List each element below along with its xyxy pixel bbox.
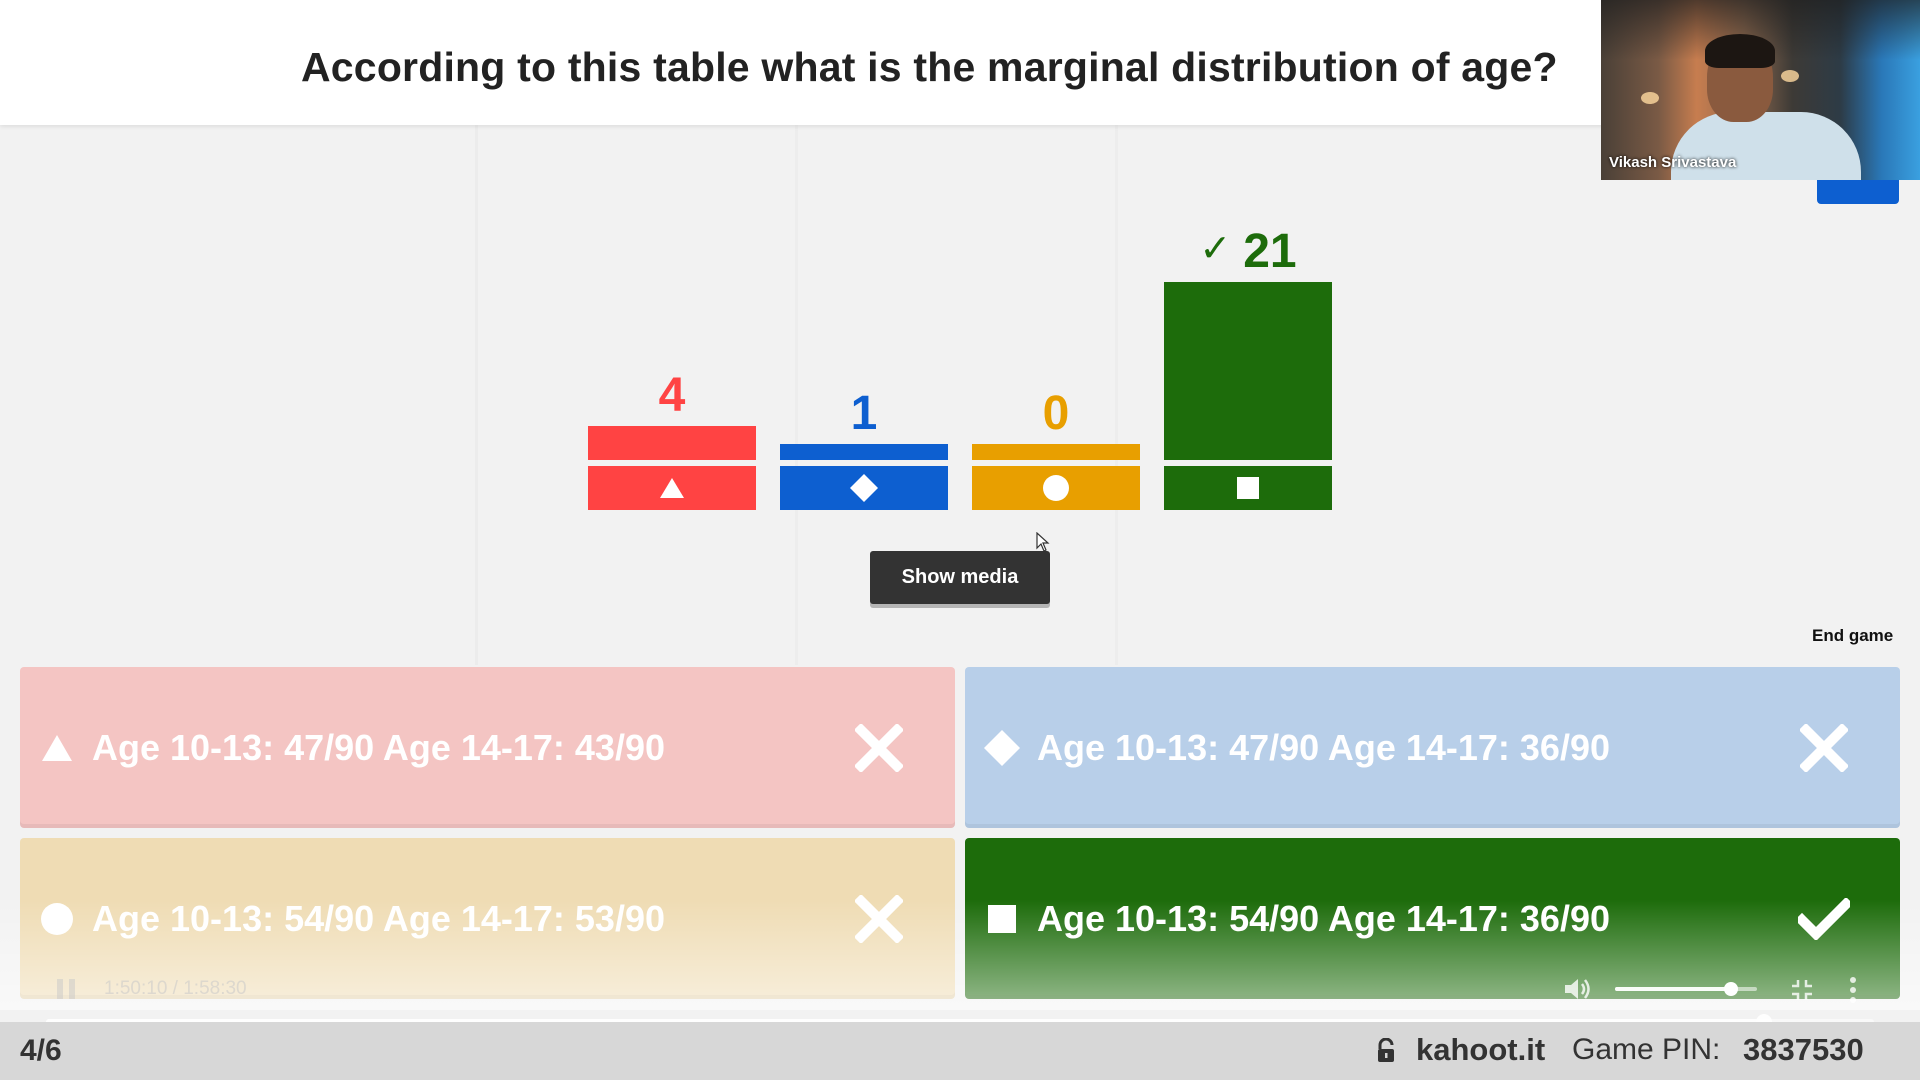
bar-count-diamond: 1 [780,386,948,441]
bar-diamond [780,444,948,460]
presenter-webcam: Vikash Srivastava [1601,0,1920,180]
presenter-hair [1705,34,1775,68]
cross-icon [849,718,909,778]
cross-icon [849,889,909,949]
presenter-body [1671,112,1861,180]
bar-square [1164,282,1332,460]
game-pin-label: Game PIN: [1572,1033,1721,1066]
footer-bar: 4/6 kahoot.it Game PIN: 3837530 [0,1022,1920,1080]
bar-value: 21 [1243,225,1297,278]
mouse-cursor-icon [1036,532,1050,552]
blue-tab [1817,178,1899,204]
lock-icon [1378,1038,1394,1062]
exit-fullscreen-icon[interactable] [1790,978,1814,1002]
bar-circle [972,444,1140,460]
bar-triangle [588,426,756,460]
check-icon: ✓ [1199,228,1232,270]
bar-count-triangle: 4 [588,368,756,423]
triangle-icon [658,476,686,500]
end-game-link[interactable]: End game [1812,626,1894,645]
question-progress: 4/6 [20,1034,62,1067]
volume-icon[interactable] [1563,976,1593,1002]
bar-base-triangle [588,466,756,510]
diamond-icon [983,729,1021,767]
circle-icon [38,900,76,938]
bar-base-diamond [780,466,948,510]
pause-icon[interactable] [56,978,76,1000]
bar-count-square: ✓ 21 [1164,224,1332,279]
checkmark-icon [1794,889,1854,949]
volume-fill [1615,987,1732,991]
volume-slider[interactable] [1615,982,1757,996]
question-title: According to this table what is the marg… [301,44,1558,90]
bar-value: 4 [658,369,686,422]
webcam-lamp [1781,70,1799,82]
square-icon [1236,476,1260,500]
bar-base-circle [972,466,1140,510]
video-time: 1:50:10 / 1:58:30 [104,978,247,999]
cross-icon [1794,718,1854,778]
presenter-name: Vikash Srivastava [1609,154,1737,171]
results-chart: 4 1 0 ✓ 21 [588,224,1332,510]
webcam-lamp [1641,92,1659,104]
more-options-icon[interactable] [1848,976,1858,1004]
answer-text: Age 10-13: 54/90 Age 14-17: 36/90 [1037,897,1610,939]
volume-knob[interactable] [1724,982,1739,996]
triangle-icon [38,729,76,767]
diamond-icon [849,473,879,503]
square-icon [983,900,1021,938]
answer-text: Age 10-13: 47/90 Age 14-17: 36/90 [1037,726,1610,768]
answer-option-1[interactable]: Age 10-13: 47/90 Age 14-17: 43/90 [20,667,955,828]
bar-base-square [1164,466,1332,510]
circle-icon [1042,474,1070,502]
bar-value: 0 [1042,387,1070,440]
answer-text: Age 10-13: 54/90 Age 14-17: 53/90 [92,897,665,939]
bar-count-circle: 0 [972,386,1140,441]
question-header: According to this table what is the marg… [0,0,1920,125]
show-media-button[interactable]: Show media [870,551,1050,604]
answer-text: Age 10-13: 47/90 Age 14-17: 43/90 [92,726,665,768]
bar-value: 1 [850,387,878,440]
answer-option-2[interactable]: Age 10-13: 47/90 Age 14-17: 36/90 [965,667,1900,828]
game-pin-value: 3837530 [1743,1032,1864,1067]
site-name: kahoot.it [1416,1032,1546,1067]
video-player-controls: 1:50:10 / 1:58:30 [0,970,1920,1020]
